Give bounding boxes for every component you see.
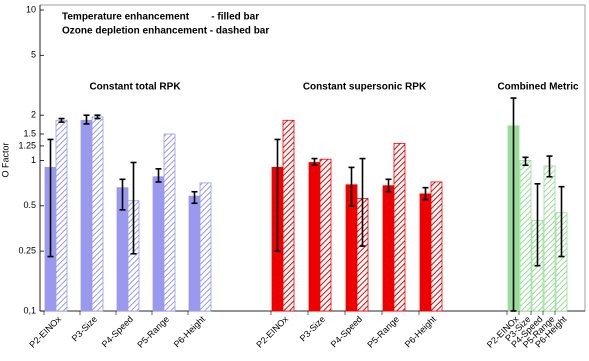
bar: [55, 119, 68, 312]
bar: [80, 119, 93, 312]
x-tick-label: P4-Speed: [100, 314, 135, 349]
y-tick-label: 0.25: [18, 245, 36, 255]
bar: [419, 193, 432, 312]
bar: [282, 119, 295, 312]
x-tick-label: P2-EINOx: [254, 314, 290, 350]
x-tick-label: P5-Range: [135, 314, 171, 350]
bar: [163, 133, 176, 312]
bar: [199, 182, 212, 312]
y-tick-label: 0.5: [23, 200, 36, 210]
bar: [430, 181, 443, 312]
x-tick-label: P2-EINOx: [27, 314, 63, 350]
bar: [188, 195, 201, 312]
bar: [543, 165, 556, 312]
legend-line: Ozone depletion enhancement - dashed bar: [62, 26, 269, 37]
y-tick-label: 5: [31, 50, 36, 60]
group-title: Combined Metric: [497, 82, 579, 93]
x-tick-label: P6-Height: [172, 314, 208, 350]
x-tick-label: P5-Range: [365, 314, 401, 350]
group-title: Constant total RPK: [89, 82, 181, 93]
legend-line: Temperature enhancement - filled bar: [62, 12, 259, 23]
x-tick-label: P3-Size: [298, 314, 327, 343]
x-tick-label: P4-Speed: [329, 314, 364, 349]
y-tick-label: 2: [31, 110, 36, 120]
y-tick-label: 10: [26, 4, 36, 14]
x-tick-label: P3-Size: [70, 314, 99, 343]
bar: [91, 116, 104, 312]
x-tick-label: P6-Height: [403, 314, 439, 350]
bar: [319, 158, 332, 312]
bar: [519, 160, 532, 312]
y-tick-label: 1.5: [23, 128, 36, 138]
y-tick-label: 1: [31, 155, 36, 165]
y-axis-label: O Factor: [0, 142, 10, 177]
bar: [393, 142, 406, 312]
group-title: Constant supersonic RPK: [303, 82, 427, 93]
bar: [152, 176, 165, 312]
y-tick-label: 0,1: [23, 305, 36, 315]
y-tick-label: 1.25: [18, 140, 36, 150]
bar: [382, 185, 395, 312]
bar: [308, 162, 321, 312]
